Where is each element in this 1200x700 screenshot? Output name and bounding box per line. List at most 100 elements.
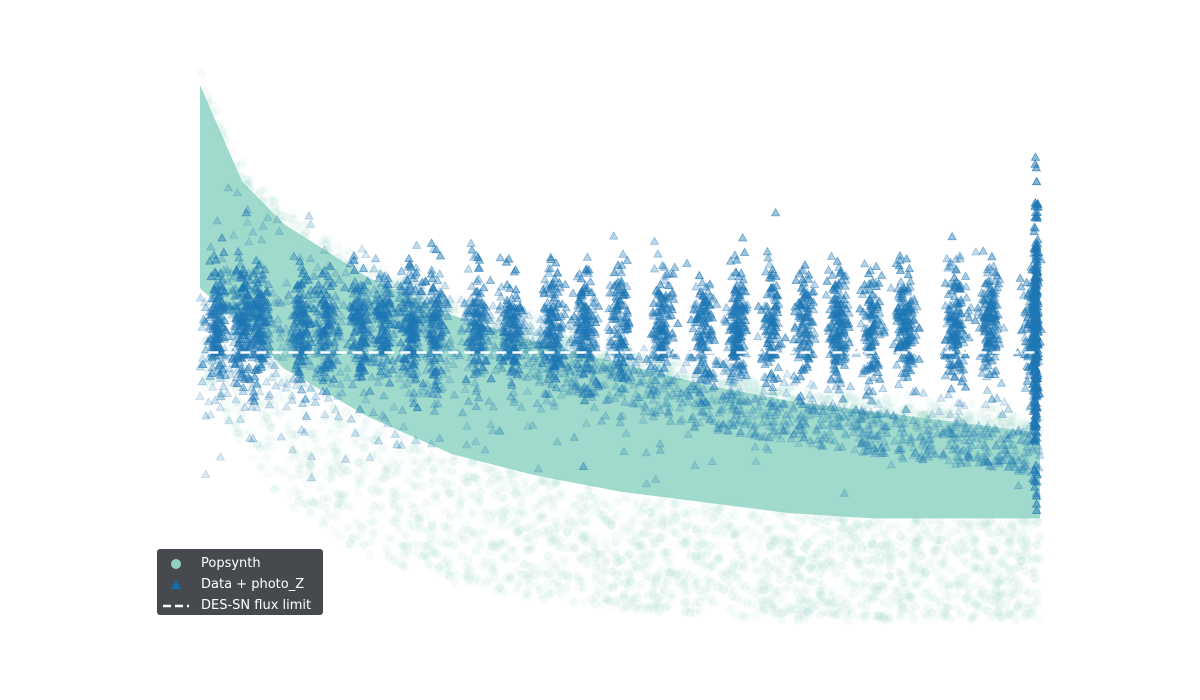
popsynth-point	[1019, 550, 1029, 560]
popsynth-point	[275, 409, 285, 419]
popsynth-point	[618, 522, 628, 532]
popsynth-point	[575, 492, 585, 502]
popsynth-point	[846, 603, 856, 613]
popsynth-point	[302, 478, 312, 488]
popsynth-point	[638, 517, 648, 527]
popsynth-point	[815, 391, 825, 401]
popsynth-point	[513, 514, 522, 524]
popsynth-point	[323, 461, 333, 471]
popsynth-point	[876, 580, 886, 590]
popsynth-point	[922, 527, 932, 537]
popsynth-point	[822, 599, 832, 609]
popsynth-point	[459, 534, 469, 544]
popsynth-point	[972, 521, 982, 531]
popsynth-point	[850, 578, 860, 588]
popsynth-point	[805, 396, 815, 406]
popsynth-point	[541, 530, 551, 540]
popsynth-point	[936, 577, 946, 587]
popsynth-point	[969, 553, 979, 563]
data-photoz-point	[639, 343, 649, 353]
popsynth-point	[356, 523, 366, 533]
popsynth-point	[785, 546, 795, 556]
popsynth-point	[318, 494, 328, 504]
popsynth-point	[666, 562, 676, 572]
popsynth-point	[729, 609, 739, 619]
popsynth-point	[1022, 542, 1031, 552]
popsynth-point	[641, 571, 651, 581]
popsynth-point	[503, 503, 513, 513]
popsynth-point	[553, 540, 563, 550]
popsynth-point	[500, 538, 510, 548]
popsynth-point	[872, 586, 882, 596]
popsynth-point	[535, 477, 545, 487]
popsynth-point	[386, 456, 396, 466]
popsynth-point	[577, 576, 587, 586]
popsynth-point	[262, 452, 272, 462]
data-photoz-point	[195, 391, 205, 400]
popsynth-point	[612, 496, 622, 506]
popsynth-point	[992, 532, 1002, 542]
popsynth-point	[439, 521, 449, 531]
popsynth-point	[1006, 610, 1016, 620]
popsynth-point	[467, 458, 477, 468]
popsynth-point	[421, 511, 431, 521]
popsynth-point	[558, 492, 568, 502]
popsynth-point	[576, 509, 586, 519]
popsynth-point	[221, 380, 231, 390]
popsynth-point	[709, 513, 719, 523]
popsynth-point	[457, 551, 467, 561]
popsynth-point	[981, 558, 991, 568]
popsynth-point	[431, 538, 441, 548]
popsynth-point	[736, 596, 746, 606]
popsynth-point	[567, 541, 576, 551]
popsynth-point	[288, 435, 298, 444]
data-photoz-point	[823, 384, 833, 393]
popsynth-point	[876, 552, 886, 562]
popsynth-point	[920, 608, 930, 618]
popsynth-point	[819, 607, 829, 617]
popsynth-point	[252, 440, 262, 450]
popsynth-point	[916, 562, 926, 572]
popsynth-point	[771, 536, 781, 546]
popsynth-point	[636, 508, 646, 518]
popsynth-point	[795, 554, 805, 564]
popsynth-point	[555, 582, 565, 592]
popsynth-point	[909, 536, 919, 546]
popsynth-point	[794, 573, 804, 582]
popsynth-point	[812, 601, 822, 610]
popsynth-point	[856, 600, 866, 610]
popsynth-point	[1011, 614, 1021, 624]
popsynth-point	[958, 539, 968, 549]
popsynth-point	[530, 535, 539, 545]
popsynth-point	[467, 490, 477, 500]
popsynth-point	[529, 329, 539, 339]
popsynth-point	[606, 356, 615, 366]
popsynth-point	[884, 571, 894, 581]
popsynth-point	[203, 98, 213, 108]
popsynth-point	[292, 430, 302, 440]
popsynth-point	[960, 594, 970, 604]
popsynth-core-band	[200, 85, 1040, 519]
popsynth-point	[1032, 596, 1042, 606]
popsynth-point	[490, 574, 500, 584]
popsynth-point	[986, 529, 996, 539]
popsynth-point	[642, 604, 652, 614]
popsynth-point	[547, 536, 556, 546]
popsynth-point	[562, 528, 572, 537]
popsynth-point	[808, 577, 818, 586]
popsynth-point	[371, 450, 381, 460]
popsynth-point	[710, 508, 720, 518]
popsynth-point	[338, 491, 348, 500]
popsynth-point	[643, 590, 653, 600]
popsynth-point	[792, 512, 802, 522]
popsynth-point	[324, 248, 334, 258]
popsynth-point	[551, 478, 561, 488]
popsynth-point	[881, 529, 891, 539]
popsynth-point	[647, 513, 657, 523]
popsynth-point	[636, 538, 646, 548]
popsynth-point	[789, 536, 799, 546]
popsynth-point	[631, 531, 641, 541]
popsynth-point	[295, 470, 305, 480]
popsynth-point	[935, 516, 945, 526]
popsynth-point	[569, 570, 579, 580]
